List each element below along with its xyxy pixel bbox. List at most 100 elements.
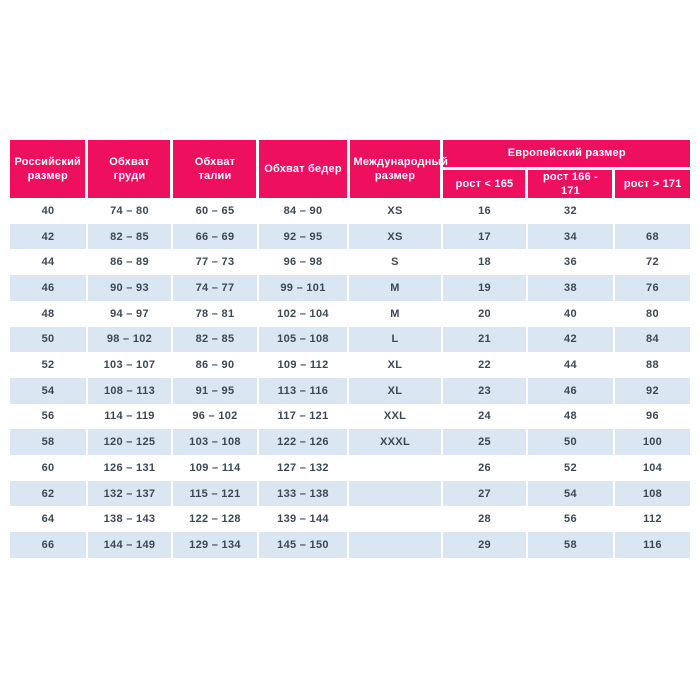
table-cell — [347, 532, 442, 558]
table-cell: 122 – 128 — [170, 506, 258, 533]
table-cell: 84 – 90 — [256, 198, 349, 224]
table-cell: 120 – 125 — [85, 429, 172, 455]
table-cell — [347, 480, 442, 507]
table-row: 58 120 – 125 103 – 108 122 – 126 XXXL 25… — [10, 429, 690, 455]
table-cell: 138 – 143 — [85, 506, 172, 533]
table-cell: 91 – 95 — [170, 377, 258, 404]
table-cell: 17 — [440, 223, 527, 250]
table-cell: 90 – 93 — [85, 275, 172, 301]
table-cell: 100 — [612, 429, 690, 455]
header-international-size: Международный размер — [346, 140, 448, 199]
table-cell: 105 – 108 — [256, 326, 349, 353]
header-european-size: Европейский размер — [440, 140, 690, 170]
table-cell: 68 — [612, 223, 690, 250]
table-cell: 84 — [612, 326, 690, 353]
table-cell: XXL — [347, 403, 442, 430]
table-cell: 72 — [612, 249, 690, 276]
table-cell: 103 – 107 — [85, 352, 172, 378]
header-row-main: Российский размер Обхват груди Обхват та… — [10, 140, 690, 199]
table-cell: 20 — [440, 300, 527, 327]
table-row: 56 114 – 119 96 – 102 117 – 121 XXL 24 4… — [10, 403, 690, 430]
table-cell: 56 — [525, 506, 614, 533]
table-cell: 42 — [525, 326, 614, 353]
table-row: 50 98 – 102 82 – 85 105 – 108 L 21 42 84 — [10, 326, 690, 353]
table-cell: 86 – 89 — [85, 249, 172, 276]
table-row: 62 132 – 137 115 – 121 133 – 138 27 54 1… — [10, 480, 690, 507]
table-cell: 60 — [41, 461, 55, 474]
table-cell: M — [347, 300, 442, 327]
table-cell: 104 — [612, 454, 690, 481]
table-row: 66 144 – 149 129 – 134 145 – 150 29 58 1… — [10, 532, 690, 558]
table-body: 40 74 – 80 60 – 65 84 – 90 XS 16 32 42 8… — [10, 198, 690, 558]
table-cell: 108 – 113 — [85, 377, 172, 404]
table-row: 60 126 – 131 109 – 114 127 – 132 26 52 1… — [10, 454, 690, 481]
table-cell: 54 — [41, 384, 55, 397]
table-cell: 52 — [525, 454, 614, 481]
table-cell: 126 – 131 — [85, 454, 172, 481]
table-header: Российский размер Обхват груди Обхват та… — [10, 140, 690, 199]
table-cell: 96 – 98 — [256, 249, 349, 276]
table-cell: 116 — [612, 532, 690, 558]
table-cell: 58 — [525, 532, 614, 558]
table-row: 54 108 – 113 91 – 95 113 – 116 XL 23 46 … — [10, 377, 690, 404]
table-cell: 112 — [612, 506, 690, 533]
table-cell: 36 — [525, 249, 614, 276]
table-cell: 122 – 126 — [256, 429, 349, 455]
table-cell: 77 – 73 — [170, 249, 258, 276]
table-cell — [347, 506, 442, 533]
header-height-over-171: рост > 171 — [612, 168, 690, 199]
table-cell: 54 — [525, 480, 614, 507]
table-cell: 18 — [440, 249, 527, 276]
header-height-166-171: рост 166 - 171 — [525, 168, 614, 199]
table-cell: XS — [347, 198, 442, 224]
table-cell: S — [347, 249, 442, 276]
table-cell: 96 — [612, 403, 690, 430]
table-cell: 29 — [440, 532, 527, 558]
table-row: 64 138 – 143 122 – 128 139 – 144 28 56 1… — [10, 506, 690, 533]
table-cell: 108 — [612, 480, 690, 507]
table-cell: 102 – 104 — [256, 300, 349, 327]
table-cell: 25 — [440, 429, 527, 455]
table-cell: 66 — [41, 538, 55, 551]
table-cell: 26 — [440, 454, 527, 481]
table-cell: 50 — [525, 429, 614, 455]
table-cell — [347, 454, 442, 481]
table-cell: 86 – 90 — [170, 352, 258, 378]
table-cell: 48 — [525, 403, 614, 430]
table-cell: 129 – 134 — [170, 532, 258, 558]
table-cell: XL — [347, 377, 442, 404]
table-cell: 28 — [440, 506, 527, 533]
table-cell: 27 — [440, 480, 527, 507]
header-row-sub: рост < 165 рост 166 - 171 рост > 171 — [10, 168, 690, 199]
table-cell: 50 — [41, 333, 55, 346]
table-cell: 24 — [440, 403, 527, 430]
table-cell: 117 – 121 — [256, 403, 349, 430]
table-cell: 38 — [525, 275, 614, 301]
table-cell: 96 – 102 — [170, 403, 258, 430]
table-cell: 109 – 114 — [170, 454, 258, 481]
table-cell: 145 – 150 — [256, 532, 349, 558]
table-row: 44 86 – 89 77 – 73 96 – 98 S 18 36 72 — [10, 249, 690, 276]
header-waist: Обхват талии — [170, 140, 258, 199]
header-hips: Обхват бедер — [256, 140, 349, 199]
table-cell: 88 — [612, 352, 690, 378]
table-cell: 19 — [440, 275, 527, 301]
table-cell: 127 – 132 — [256, 454, 349, 481]
table-cell: 78 – 81 — [170, 300, 258, 327]
table-row: 46 90 – 93 74 – 77 99 – 101 M 19 38 76 — [10, 275, 690, 301]
table-cell: 103 – 108 — [170, 429, 258, 455]
table-row: 52 103 – 107 86 – 90 109 – 112 XL 22 44 … — [10, 352, 690, 378]
table-cell: 64 — [41, 513, 55, 526]
table-cell: 144 – 149 — [85, 532, 172, 558]
table-cell: XL — [347, 352, 442, 378]
table-cell: 44 — [41, 256, 55, 269]
table-row: 42 82 – 85 66 – 69 92 – 95 XS 17 34 68 — [10, 223, 690, 250]
table-cell: 62 — [41, 487, 55, 500]
table-cell: 66 – 69 — [170, 223, 258, 250]
table-cell: 115 – 121 — [170, 480, 258, 507]
table-cell: 74 – 80 — [85, 198, 172, 224]
table-cell: 42 — [41, 230, 55, 243]
table-cell: 74 – 77 — [170, 275, 258, 301]
table-cell: 82 – 85 — [170, 326, 258, 353]
